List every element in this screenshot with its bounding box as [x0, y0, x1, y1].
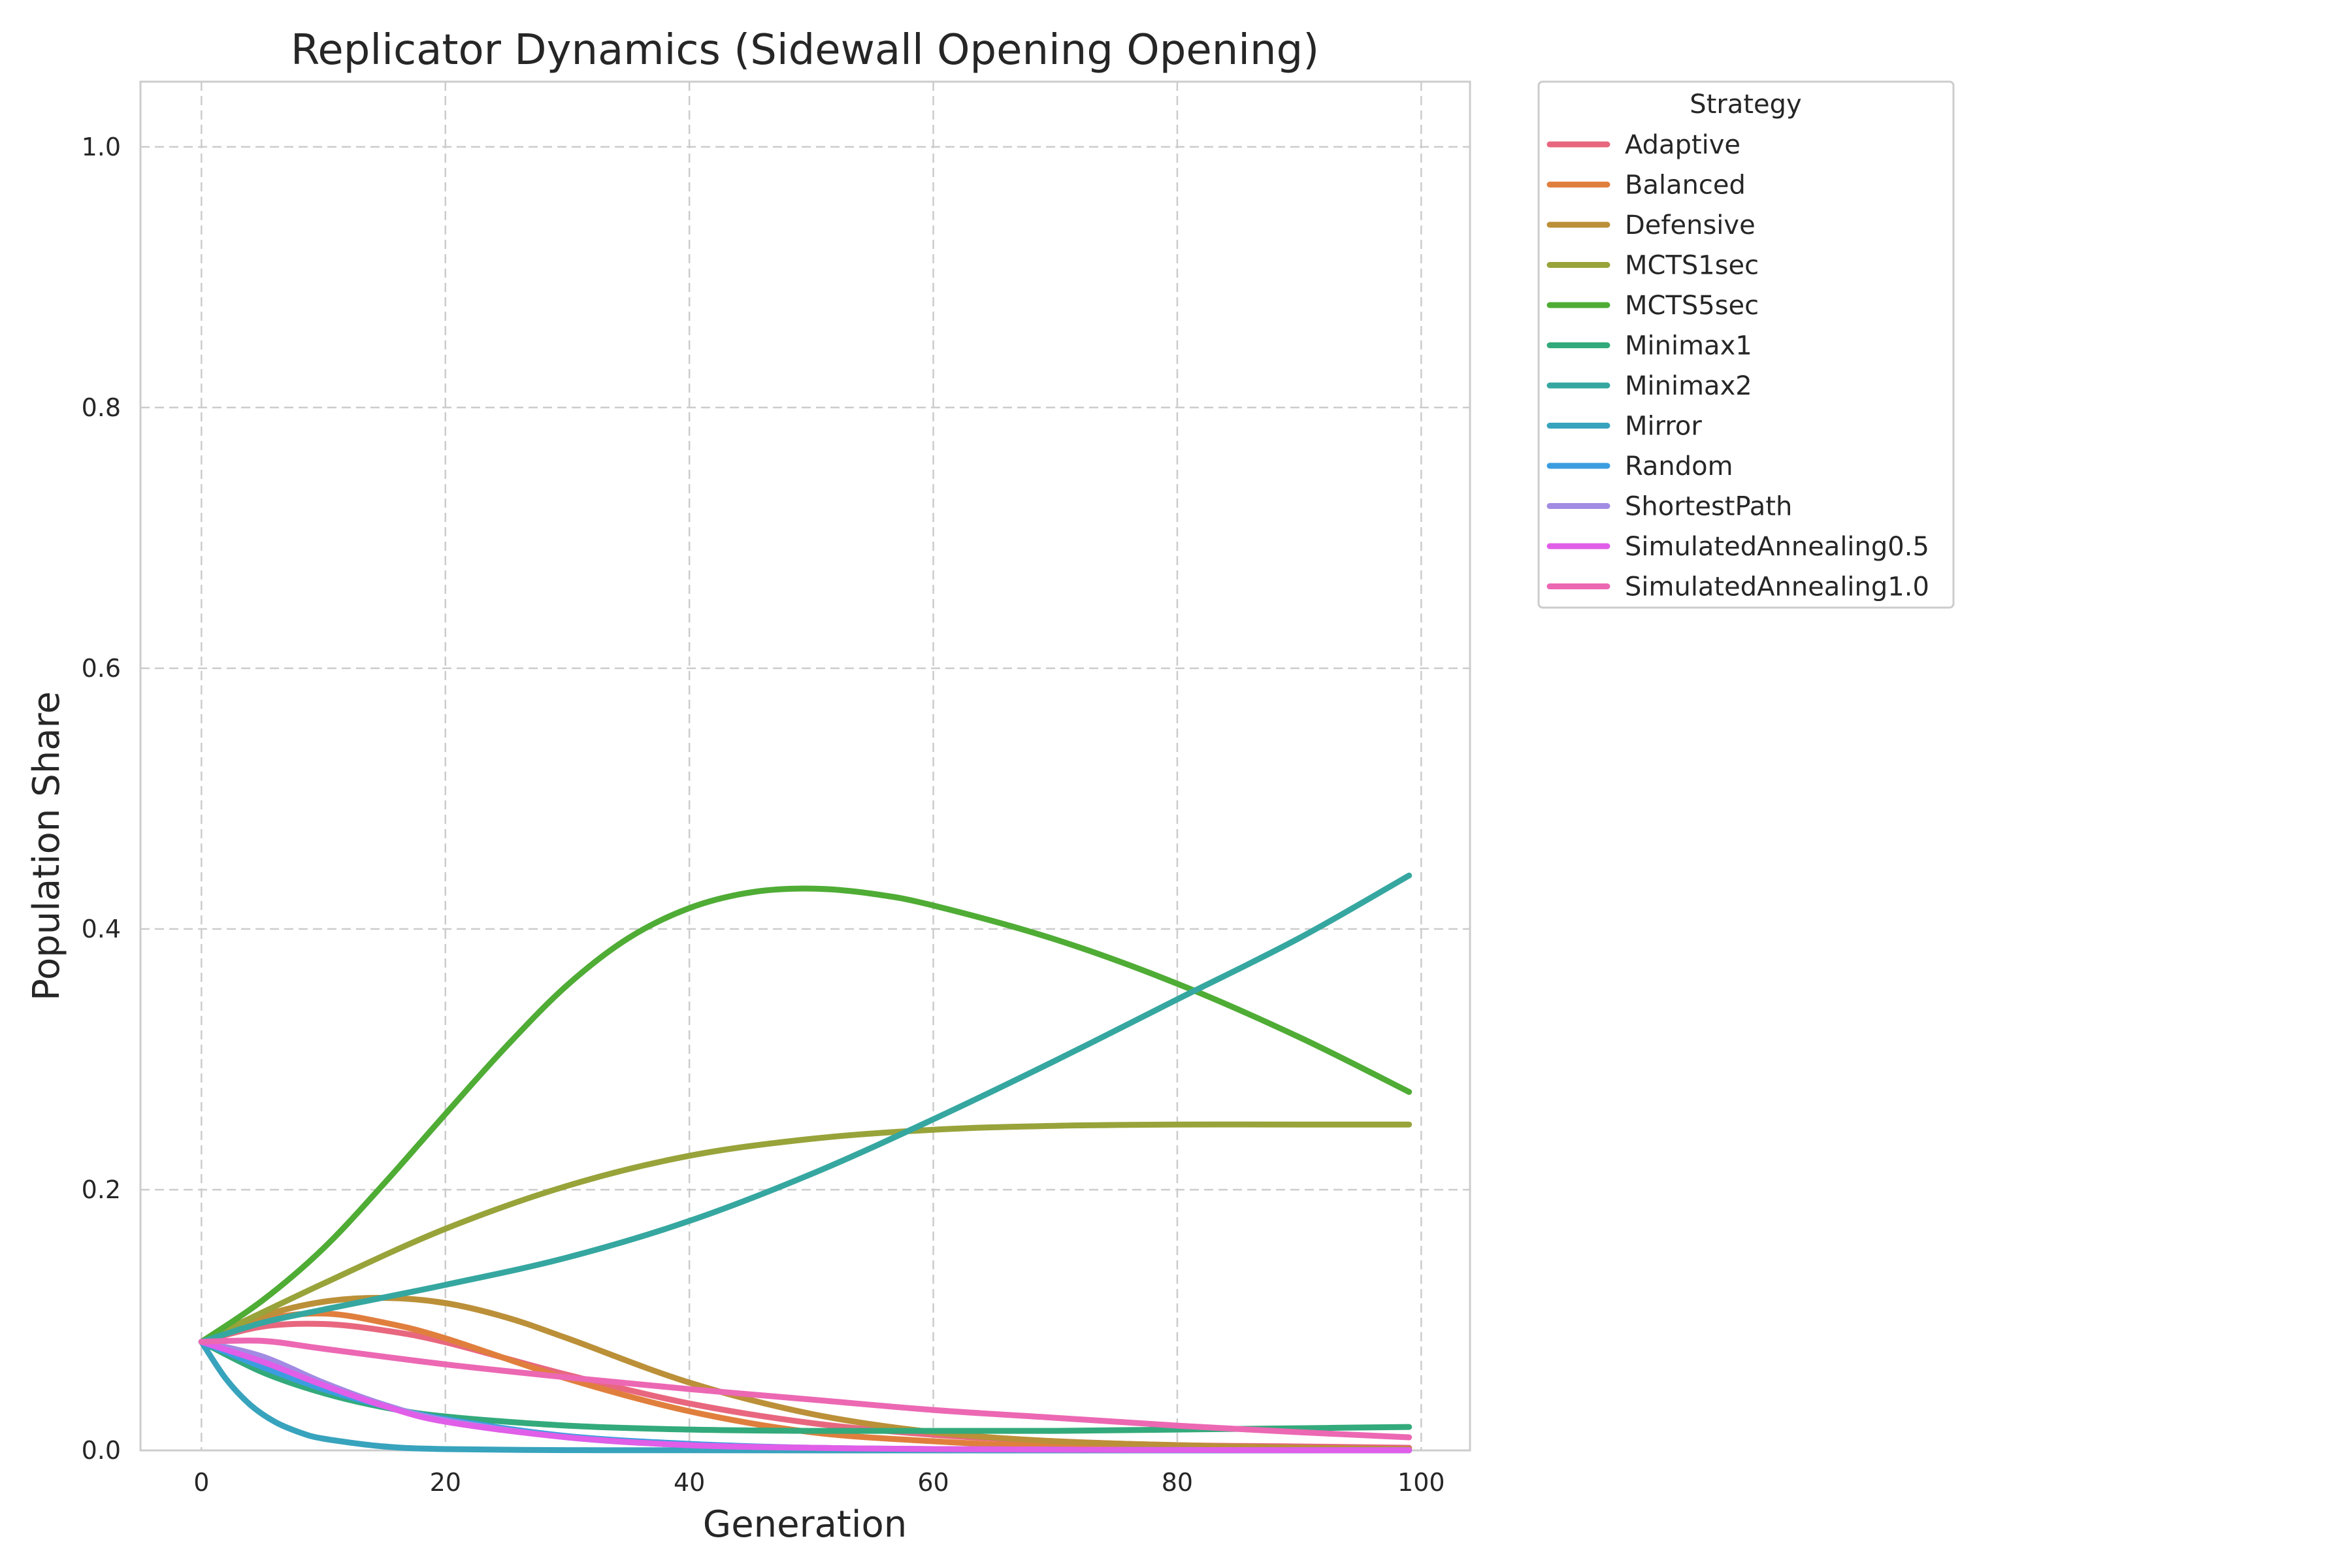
series-line-simulatedannealing1-0	[198, 1337, 1413, 1441]
legend-label-minimax2: Minimax2	[1625, 371, 1752, 401]
y-tick-label: 0.8	[82, 393, 121, 422]
legend-label-adaptive: Adaptive	[1625, 130, 1740, 160]
y-tick-label: 1.0	[82, 133, 121, 161]
series-line-simulatedannealing0-5	[198, 1339, 1413, 1454]
x-axis-label: Generation	[703, 1503, 907, 1546]
series-line-minimax2	[198, 872, 1413, 1345]
legend-frame	[1537, 80, 1955, 609]
legend-label-mcts5sec: MCTS5sec	[1625, 291, 1759, 321]
x-tick-label: 100	[1397, 1468, 1445, 1497]
legend-label-simulatedannealing0-5: SimulatedAnnealing0.5	[1625, 532, 1929, 562]
chart-title: Replicator Dynamics (Sidewall Opening Op…	[291, 26, 1319, 74]
series-line-mcts5sec	[198, 885, 1413, 1345]
legend-label-mcts1sec: MCTS1sec	[1625, 251, 1759, 281]
y-tick-label: 0.0	[82, 1436, 121, 1465]
series-line-mcts1sec	[198, 1121, 1413, 1345]
x-tick-label: 40	[674, 1468, 705, 1497]
x-tick-label: 0	[193, 1468, 209, 1497]
plot-area: 0 20 40 60 80 100 0.0 0.2 0.4 0.6 0.8 1.0	[82, 80, 1471, 1497]
legend-label-minimax1: Minimax1	[1625, 331, 1752, 361]
x-tick-label: 80	[1162, 1468, 1193, 1497]
legend-label-simulatedannealing1-0: SimulatedAnnealing1.0	[1625, 572, 1929, 602]
series-line-minimax1	[198, 1339, 1413, 1434]
series-line-defensive	[198, 1295, 1413, 1452]
y-tick-label: 0.4	[82, 915, 121, 943]
legend-label-random: Random	[1625, 451, 1733, 482]
y-tick-label: 0.6	[82, 654, 121, 683]
legend-label-defensive: Defensive	[1625, 210, 1756, 240]
legend-label-shortestpath: ShortestPath	[1625, 492, 1792, 522]
legend-label-mirror: Mirror	[1625, 412, 1702, 442]
legend-title: Strategy	[1690, 90, 1801, 120]
x-tick-label: 20	[430, 1468, 461, 1497]
x-tick-label: 60	[917, 1468, 949, 1497]
legend: Strategy Adaptive Balanced Defensive MCTS1s…	[1537, 80, 1955, 609]
y-tick-label: 0.2	[82, 1175, 121, 1204]
plot-background	[140, 82, 1470, 1450]
y-axis-label: Population Share	[25, 691, 68, 1001]
legend-label-balanced: Balanced	[1625, 171, 1746, 201]
